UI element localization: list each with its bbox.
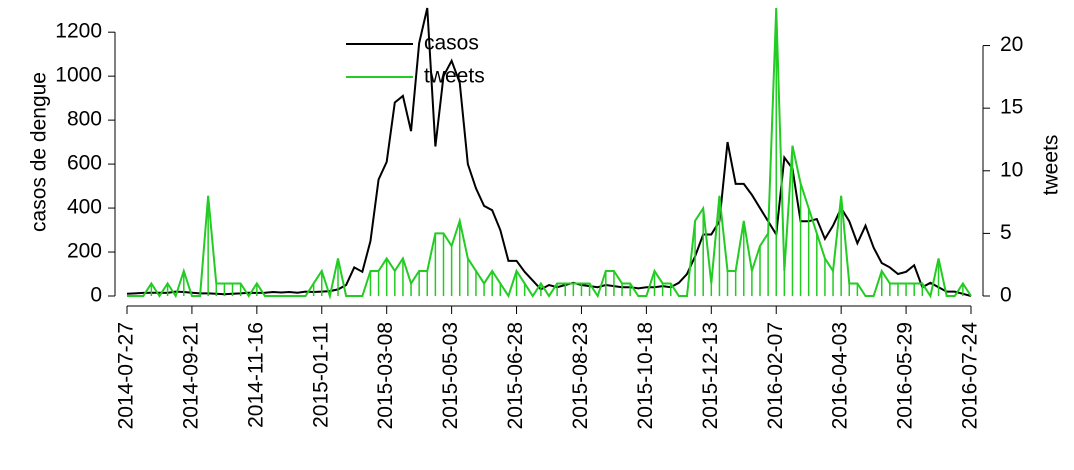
y2-tick-label: 20 [1000,33,1023,56]
y-tick-label: 1000 [55,64,102,87]
x-tick-label: 2015-08-23 [569,322,592,429]
y2-axis-label: tweets [1040,135,1063,196]
x-tick-label: 2014-11-16 [244,322,267,428]
x-tick-label: 2015-01-11 [309,322,332,428]
y2-tick-label: 10 [1000,158,1023,181]
y-axis-label: casos de dengue [28,72,51,232]
y2-tick-label: 5 [1000,221,1012,244]
y-tick-label: 200 [67,240,102,263]
legend-label: tweets [424,65,485,88]
x-tick-label: 2016-05-29 [894,322,917,429]
y-tick-label: 600 [67,152,102,175]
x-tick-label: 2015-03-08 [374,322,397,429]
x-tick-label: 2015-06-28 [504,322,527,429]
y-tick-label: 800 [67,108,102,131]
y-tick-label: 400 [67,196,102,219]
x-tick-label: 2015-10-18 [634,322,657,429]
x-tick-label: 2016-04-03 [829,322,852,429]
y-tick-label: 0 [90,284,102,307]
y-tick-label: 1200 [55,20,102,43]
series-line [127,7,972,300]
y2-tick-label: 15 [1000,96,1023,119]
x-tick-label: 2014-09-21 [179,322,202,429]
legend-label: casos [424,32,479,55]
x-tick-label: 2014-07-27 [115,322,138,429]
y2-tick-label: 0 [1000,284,1012,307]
series-line [126,7,972,297]
x-tick-label: 2016-07-24 [959,322,982,430]
x-tick-label: 2015-12-13 [699,322,722,429]
x-tick-label: 2016-02-07 [764,322,787,429]
x-tick-label: 2015-05-03 [439,322,462,429]
